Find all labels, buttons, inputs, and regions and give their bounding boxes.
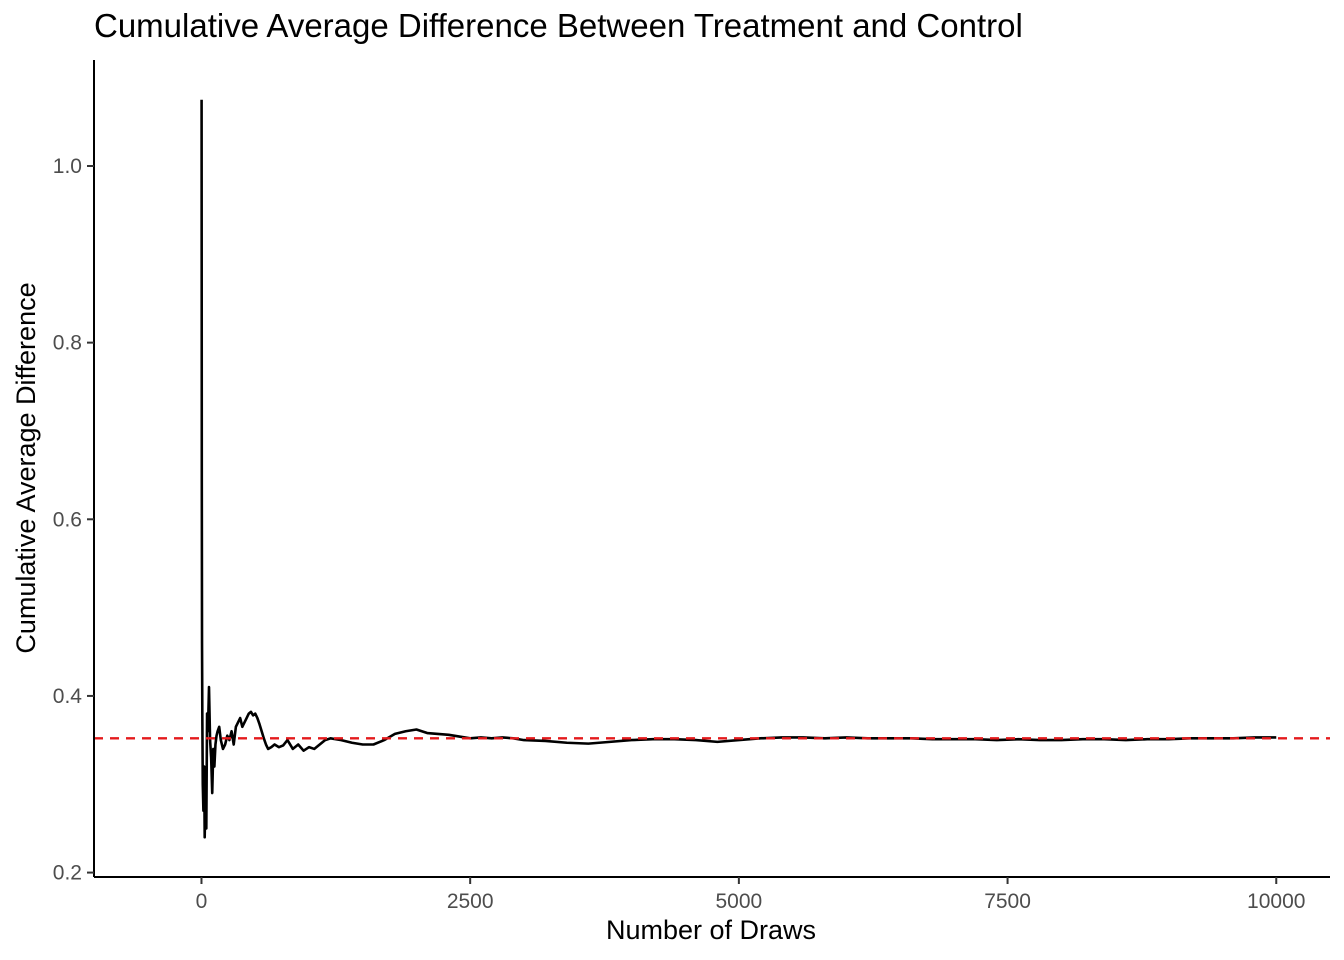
y-axis-title: Cumulative Average Difference: [11, 282, 41, 653]
x-axis-title: Number of Draws: [606, 915, 816, 945]
x-tick-label: 7500: [984, 890, 1031, 913]
y-tick-label: 0.6: [53, 508, 82, 531]
x-tick-label: 2500: [447, 890, 494, 913]
y-tick-label: 0.8: [53, 332, 82, 355]
x-tick-label: 0: [196, 890, 208, 913]
plot-area: [94, 99, 1330, 839]
x-tick-label: 5000: [716, 890, 763, 913]
series-line: [200, 99, 1277, 839]
chart-title: Cumulative Average Difference Between Tr…: [94, 7, 1023, 44]
x-axis-ticks: 0 2500 5000 7500 10000: [196, 877, 1305, 913]
x-tick-label: 10000: [1247, 890, 1305, 913]
y-axis-ticks: 0.2 0.4 0.6 0.8 1.0: [53, 155, 94, 885]
y-tick-label: 1.0: [53, 155, 82, 178]
y-tick-label: 0.2: [53, 862, 82, 885]
y-tick-label: 0.4: [53, 685, 83, 708]
